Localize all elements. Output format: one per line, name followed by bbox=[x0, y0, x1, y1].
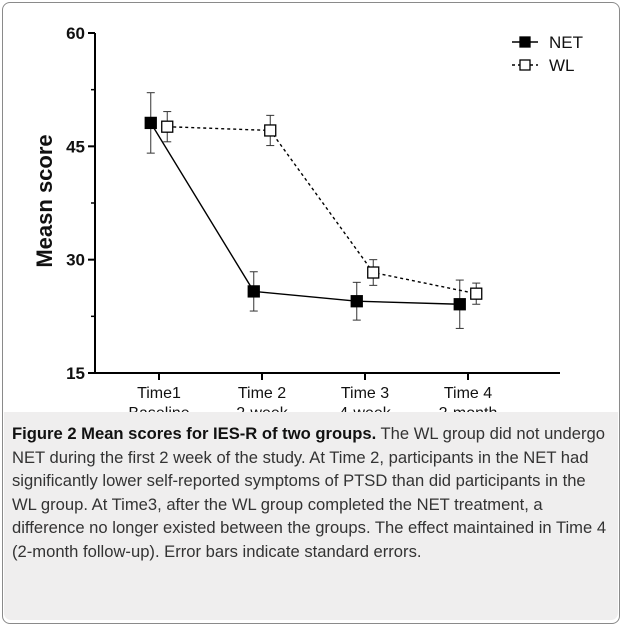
legend-label: WL bbox=[549, 56, 575, 75]
y-tick-label: 30 bbox=[66, 251, 85, 270]
x-tick-sublabel: Baseline bbox=[128, 405, 189, 412]
x-tick-sublabel: 2-month bbox=[439, 405, 498, 412]
data-point bbox=[161, 120, 174, 133]
series-wl bbox=[161, 111, 483, 305]
y-tick-label: 15 bbox=[66, 364, 85, 383]
data-point bbox=[350, 295, 363, 308]
legend-label: NET bbox=[549, 33, 583, 52]
series-net bbox=[144, 92, 466, 329]
data-point bbox=[264, 124, 277, 137]
legend-marker bbox=[519, 36, 531, 48]
figure-caption: Figure 2 Mean scores for IES-R of two gr… bbox=[4, 412, 618, 620]
data-point bbox=[144, 116, 157, 130]
x-tick-label: Time 3 bbox=[341, 385, 389, 402]
y-tick-label: 60 bbox=[66, 24, 85, 43]
legend-item: NET bbox=[512, 33, 583, 52]
x-tick-label: Time 4 bbox=[444, 385, 492, 402]
x-tick-sublabel: 2-week bbox=[236, 405, 289, 412]
data-point bbox=[247, 285, 260, 298]
x-tick-label: Time 2 bbox=[238, 385, 286, 402]
legend-item: WL bbox=[512, 56, 575, 75]
data-point bbox=[367, 266, 380, 279]
data-point bbox=[453, 298, 466, 311]
x-tick-label: Time1 bbox=[137, 385, 181, 402]
y-tick-label: 45 bbox=[66, 137, 85, 156]
series-line bbox=[167, 125, 477, 295]
caption-body: The WL group did not undergo NET during … bbox=[12, 424, 607, 561]
y-axis-title: Measn score bbox=[32, 134, 57, 267]
data-point bbox=[470, 287, 483, 300]
series-line bbox=[150, 122, 460, 305]
legend-marker bbox=[519, 59, 531, 71]
x-tick-sublabel: 4-week bbox=[339, 405, 392, 412]
caption-title: Figure 2 Mean scores for IES-R of two gr… bbox=[12, 424, 377, 443]
chart: 15 30 45 60 Measn score Time1 Baseline Time 2 2-… bbox=[32, 24, 583, 412]
